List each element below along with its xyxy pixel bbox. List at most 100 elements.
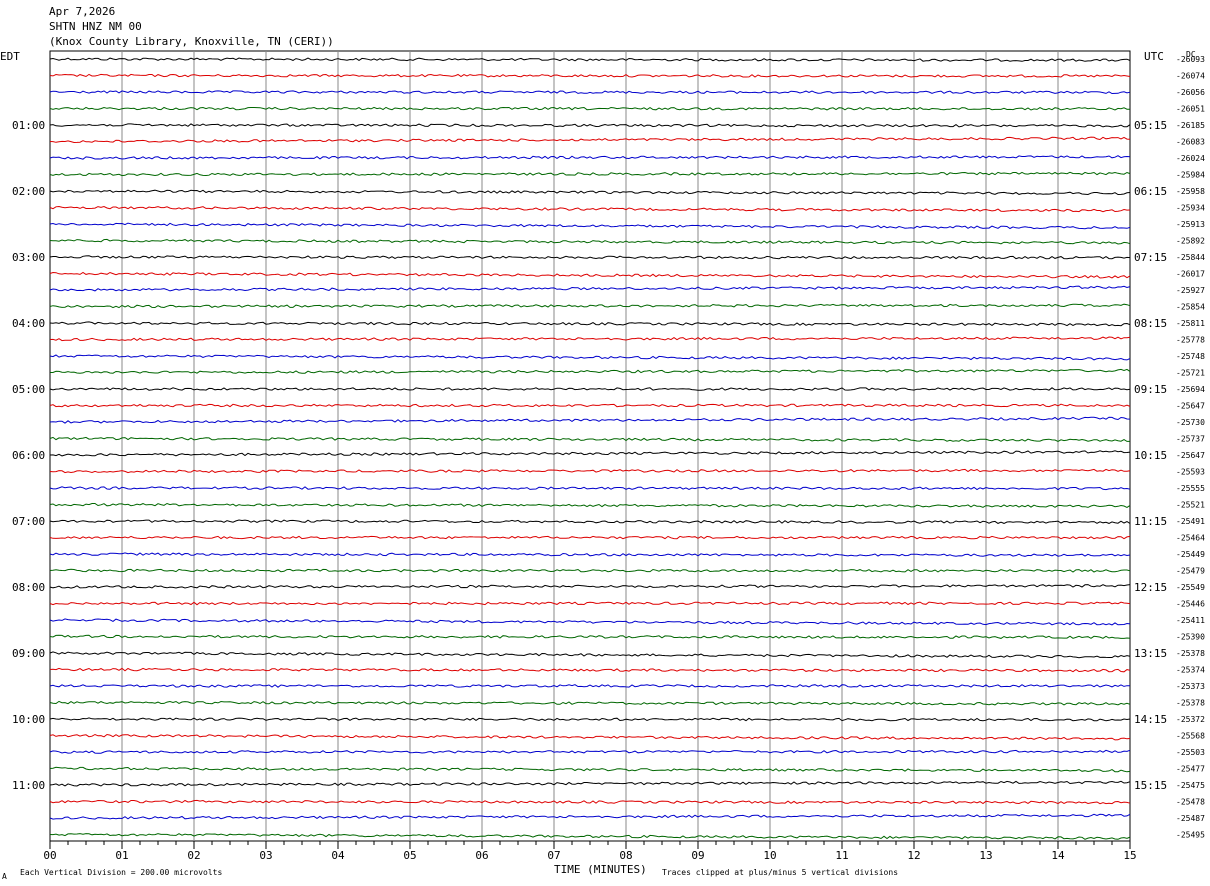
trace-line (49, 780, 1131, 787)
trace-line (49, 766, 1131, 773)
dc-offset-label: -25913 (1176, 220, 1205, 229)
trace-line (49, 155, 1131, 160)
dc-offset-label: -26074 (1176, 72, 1205, 81)
dc-offset-label: -26083 (1176, 138, 1205, 147)
x-tick-label: 09 (691, 849, 704, 862)
dc-offset-label: -25411 (1176, 616, 1205, 625)
x-tick-label: 08 (619, 849, 632, 862)
dc-offset-label: -25892 (1176, 237, 1205, 246)
right-axis-label: UTC (1144, 50, 1164, 63)
minute-grid (121, 51, 1059, 841)
trace-line (49, 717, 1131, 722)
trace-line (49, 833, 1131, 840)
dc-offset-label: -25477 (1176, 765, 1205, 774)
trace-line (50, 368, 1131, 374)
dc-offset-label: -25568 (1176, 732, 1205, 741)
dc-offset-label: -25478 (1176, 798, 1205, 807)
dc-offset-label: -26056 (1176, 88, 1205, 97)
utc-hour-label: 13:15 (1134, 647, 1167, 660)
utc-hour-label: 09:15 (1134, 383, 1167, 396)
dc-offset-label: -25927 (1176, 286, 1205, 295)
trace-line (49, 106, 1130, 111)
trace-line (49, 303, 1131, 309)
dc-offset-label: -25487 (1176, 814, 1205, 823)
left-axis-label: EDT (0, 50, 20, 63)
trace-line (49, 222, 1131, 230)
trace-line (49, 450, 1131, 457)
trace-line (49, 651, 1131, 659)
dc-offset-label: -25647 (1176, 451, 1205, 460)
edt-hour-label: 08:00 (12, 581, 45, 594)
dc-offset-label: -25549 (1176, 583, 1205, 592)
x-tick-label: 02 (187, 849, 200, 862)
dc-offset-label: -25737 (1176, 435, 1205, 444)
dc-label: DC (1186, 50, 1196, 59)
utc-hour-label: 14:15 (1134, 713, 1167, 726)
utc-hour-label: 07:15 (1134, 251, 1167, 264)
trace-line (49, 749, 1131, 754)
dc-offset-label: -25372 (1176, 715, 1205, 724)
trace-line (49, 535, 1131, 540)
edt-hour-label: 11:00 (12, 779, 45, 792)
trace-line (49, 238, 1131, 245)
dc-offset-label: -25378 (1176, 699, 1205, 708)
trace-line (49, 584, 1131, 589)
x-tick-label: 04 (331, 849, 345, 862)
trace-line (49, 336, 1131, 342)
dc-offset-label: -25721 (1176, 369, 1205, 378)
trace-line (49, 321, 1131, 327)
utc-hour-label: 11:15 (1134, 515, 1167, 528)
trace-line (49, 799, 1131, 805)
edt-hour-label: 05:00 (12, 383, 45, 396)
x-tick-label: 14 (1051, 849, 1065, 862)
x-tick-label: 06 (475, 849, 488, 862)
dc-offset-label: -25495 (1176, 831, 1205, 840)
x-tick-label: 12 (907, 849, 920, 862)
dc-offset-label: -25521 (1176, 501, 1205, 510)
trace-line (49, 552, 1131, 557)
trace-line (49, 502, 1131, 508)
edt-hour-label: 02:00 (12, 185, 45, 198)
dc-offset-label: -25555 (1176, 484, 1205, 493)
edt-hour-label: 09:00 (12, 647, 45, 660)
dc-offset-label: -25593 (1176, 468, 1205, 477)
header-date: Apr 7,2026 (49, 5, 115, 18)
x-tick-label: 05 (403, 849, 416, 862)
x-tick-label: 15 (1123, 849, 1136, 862)
dc-offset-label: -25730 (1176, 418, 1205, 427)
dc-offset-label: -25778 (1176, 336, 1205, 345)
x-tick-label: 10 (763, 849, 776, 862)
scale-note: Each Vertical Division = 200.00 microvol… (20, 868, 222, 877)
dc-offset-label: -25854 (1176, 303, 1205, 312)
dc-offset-label: -25647 (1176, 402, 1205, 411)
utc-hour-label: 08:15 (1134, 317, 1167, 330)
dc-offset-label: -25984 (1176, 171, 1205, 180)
edt-hour-label: 03:00 (12, 251, 45, 264)
trace-line (49, 436, 1130, 442)
dc-offset-label: -25374 (1176, 666, 1205, 675)
trace-line (49, 403, 1131, 408)
dc-offset-label: -25446 (1176, 600, 1205, 609)
trace-line (49, 667, 1131, 673)
dc-offset-labels: -26093 -26074 -26056 -26051 -26185 -26083 -260… (1176, 55, 1205, 840)
dc-offset-label: -26024 (1176, 154, 1205, 163)
x-axis: 00 01 02 03 04 05 06 07 08 09 10 11 12 13 14 15 (43, 841, 1137, 862)
trace-line (49, 813, 1131, 820)
x-tick-label: 13 (979, 849, 992, 862)
edt-hour-label: 01:00 (12, 119, 45, 132)
trace-line (49, 57, 1131, 62)
dc-offset-label: -25811 (1176, 319, 1205, 328)
trace-line (49, 255, 1131, 260)
dc-offset-label: -26051 (1176, 105, 1205, 114)
trace-line (49, 271, 1131, 279)
utc-hour-label: 12:15 (1134, 581, 1167, 594)
trace-line (49, 601, 1131, 606)
trace-line (49, 634, 1131, 639)
trace-line (49, 684, 1130, 688)
dc-offset-label: -25449 (1176, 550, 1205, 559)
trace-line (49, 568, 1131, 573)
dc-offset-label: -26017 (1176, 270, 1205, 279)
x-tick-label: 11 (835, 849, 848, 862)
x-tick-label: 07 (547, 849, 560, 862)
